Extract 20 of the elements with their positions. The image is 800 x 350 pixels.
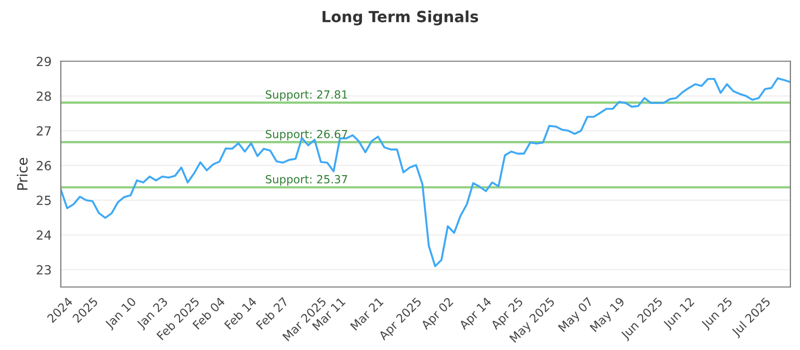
- line-series: [60, 77, 790, 268]
- y-tick-label: 28: [36, 91, 51, 101]
- y-tick-label: 26: [36, 160, 51, 170]
- x-tick-label: Apr 14: [458, 296, 494, 332]
- y-tick-label: 23: [36, 265, 51, 275]
- x-tick-label: Jun 12: [662, 297, 696, 331]
- chart-title: Long Term Signals: [322, 10, 478, 26]
- y-tick-label: 27: [36, 126, 51, 136]
- y-axis-title: Price: [16, 158, 28, 190]
- ref-line-label: Support: 25.37: [266, 175, 348, 186]
- ref-line-label: Support: 26.67: [266, 130, 348, 140]
- y-tick-label: 24: [36, 230, 52, 240]
- x-tick-label: Mar 21: [350, 296, 384, 331]
- y-tick-label: 29: [36, 56, 51, 66]
- ref-line-label: Support: 27.81: [266, 90, 348, 101]
- x-tick-label: Feb 27: [256, 296, 289, 330]
- x-tick-label: Jan 10: [104, 296, 138, 331]
- y-tick-label: 25: [36, 196, 51, 206]
- x-tick-label: Apr 02: [420, 297, 456, 332]
- x-tick-label: Feb 14: [224, 296, 258, 330]
